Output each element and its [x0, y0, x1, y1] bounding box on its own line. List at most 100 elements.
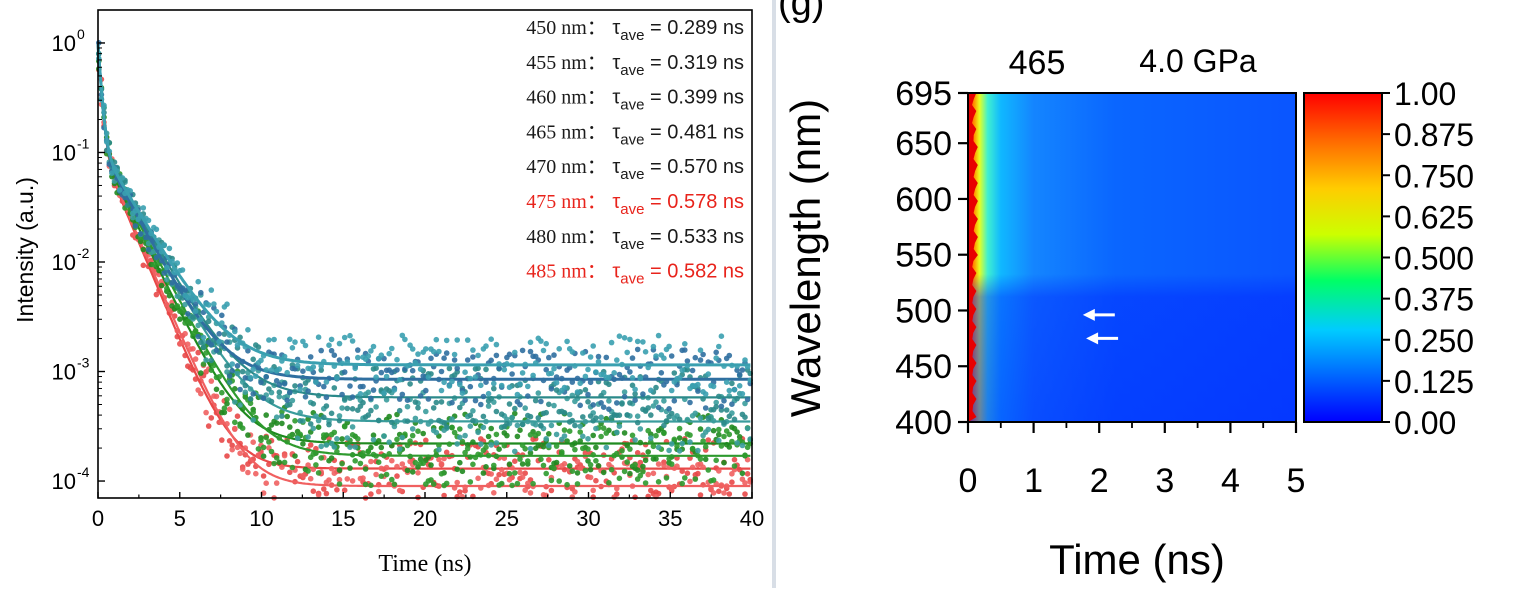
- data-point: [328, 336, 335, 343]
- legend-tau-value: = 0.533 ns: [644, 226, 744, 248]
- data-point: [548, 487, 555, 494]
- data-point: [519, 421, 526, 428]
- data-point: [637, 375, 644, 382]
- data-point: [585, 366, 591, 373]
- data-point: [305, 462, 311, 468]
- data-point: [710, 490, 717, 496]
- data-point: [590, 432, 596, 439]
- data-point: [433, 429, 440, 436]
- data-point: [629, 432, 636, 439]
- data-point: [621, 430, 628, 436]
- data-point: [726, 352, 733, 359]
- data-point: [250, 356, 256, 363]
- data-point: [436, 348, 442, 355]
- data-point: [224, 453, 230, 459]
- data-point: [627, 470, 633, 477]
- data-point: [412, 399, 419, 405]
- data-point: [365, 412, 372, 418]
- data-point: [632, 391, 638, 397]
- legend-tau-subscript: ave: [620, 166, 644, 183]
- data-point: [603, 430, 610, 436]
- data-point: [145, 246, 152, 253]
- data-point: [305, 468, 311, 474]
- data-point: [739, 367, 746, 373]
- data-point: [389, 369, 395, 376]
- data-point: [627, 336, 633, 343]
- data-point: [593, 458, 599, 464]
- data-point: [606, 398, 612, 404]
- data-point: [642, 457, 649, 464]
- data-point: [412, 459, 419, 466]
- data-point: [464, 445, 471, 452]
- data-point: [368, 482, 374, 489]
- data-point: [506, 384, 513, 391]
- data-point: [239, 466, 246, 472]
- data-point: [496, 471, 502, 478]
- data-point: [517, 427, 523, 434]
- data-point: [328, 465, 335, 472]
- data-point: [640, 391, 646, 397]
- data-point: [485, 403, 492, 409]
- data-point: [213, 386, 220, 393]
- data-point: [577, 423, 583, 430]
- data-point: [208, 357, 215, 364]
- data-point: [731, 416, 738, 423]
- data-point: [190, 314, 196, 320]
- data-point: [475, 352, 481, 359]
- data-point: [645, 427, 651, 434]
- data-point: [352, 365, 359, 372]
- data-point: [514, 391, 521, 398]
- data-point: [744, 425, 751, 432]
- data-point: [164, 285, 170, 292]
- data-point: [661, 355, 667, 362]
- data-point: [658, 370, 665, 376]
- data-point: [475, 475, 481, 482]
- data-point: [381, 390, 387, 396]
- fit-line: [96, 44, 751, 399]
- data-point: [475, 365, 481, 372]
- data-point: [488, 425, 495, 432]
- data-point: [409, 346, 416, 352]
- data-point: [582, 373, 589, 380]
- data-point: [514, 480, 521, 487]
- data-point: [399, 332, 406, 339]
- data-point: [721, 459, 727, 466]
- data-point: [716, 343, 722, 350]
- data-point: [655, 461, 662, 467]
- data-point: [300, 338, 306, 345]
- data-point: [404, 442, 411, 449]
- data-point: [679, 367, 685, 373]
- data-point: [624, 412, 630, 418]
- data-point: [729, 438, 735, 445]
- data-point: [368, 395, 374, 402]
- data-point: [546, 354, 552, 361]
- heatmap-chart: (g): [778, 0, 1474, 583]
- data-point: [590, 494, 596, 500]
- data-point: [587, 354, 594, 360]
- data-point: [512, 405, 518, 412]
- data-point: [409, 367, 416, 374]
- data-point: [697, 426, 704, 432]
- data-point: [321, 414, 327, 421]
- data-point: [731, 463, 738, 469]
- data-point: [726, 491, 733, 497]
- data-point: [668, 353, 675, 359]
- data-point: [205, 302, 212, 308]
- data-point: [462, 449, 468, 456]
- data-point: [689, 367, 696, 374]
- data-point: [572, 446, 578, 453]
- data-point: [493, 440, 500, 446]
- data-point: [512, 470, 518, 476]
- colorbar: 1.00 0.875 0.750 0.625 0.500 0.375 0.250 0.125 0…: [1303, 76, 1474, 441]
- data-point: [580, 350, 586, 356]
- arrow-head: [1082, 308, 1095, 321]
- data-point: [485, 390, 492, 397]
- data-point: [313, 462, 319, 468]
- data-point: [614, 357, 620, 363]
- data-point: [457, 426, 463, 432]
- data-point: [454, 337, 461, 343]
- data-point: [213, 347, 220, 354]
- data-point: [373, 374, 379, 381]
- data-point: [655, 479, 662, 485]
